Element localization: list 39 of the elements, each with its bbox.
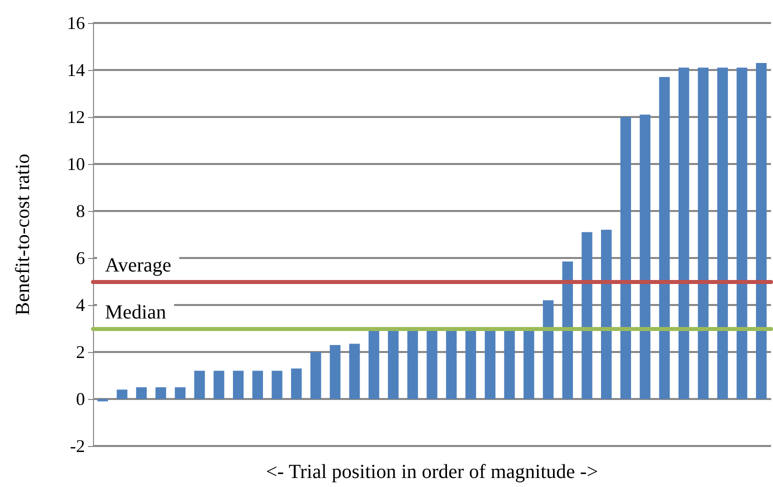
ref-line-label: Median xyxy=(105,302,166,324)
bar xyxy=(174,387,186,399)
bar xyxy=(349,344,360,399)
bar xyxy=(562,262,573,399)
bar xyxy=(272,370,282,399)
y-tick-label: 6 xyxy=(76,248,85,268)
y-tick-label: 14 xyxy=(67,60,85,80)
bar xyxy=(542,300,554,399)
bar xyxy=(620,117,632,399)
bar xyxy=(310,352,322,399)
y-tick-label: 16 xyxy=(67,13,85,33)
y-tick-label: 0 xyxy=(76,389,85,409)
bar xyxy=(116,390,128,399)
bar xyxy=(678,68,690,399)
y-tick-label: 4 xyxy=(76,295,85,315)
bar xyxy=(659,77,670,399)
y-tick-label: 10 xyxy=(67,154,85,174)
bar xyxy=(601,230,612,399)
bar xyxy=(136,387,147,399)
x-axis-title: <- Trial position in order of magnitude -> xyxy=(266,461,598,483)
bar xyxy=(717,68,728,399)
y-tick-label: 2 xyxy=(76,342,85,362)
bar xyxy=(214,370,224,399)
bar xyxy=(252,370,263,399)
bar xyxy=(194,370,205,399)
bar xyxy=(582,232,592,399)
y-tick-label: 12 xyxy=(67,107,85,127)
bar xyxy=(698,68,709,399)
bar xyxy=(155,387,166,399)
y-tick-label: 8 xyxy=(76,201,85,221)
bar xyxy=(291,368,302,399)
bar xyxy=(330,344,340,399)
y-tick-label: -2 xyxy=(70,436,85,456)
bar xyxy=(640,114,650,399)
ref-line-label: Average xyxy=(105,254,172,276)
bar xyxy=(736,68,748,399)
bar xyxy=(232,370,244,399)
y-axis-title: Benefit-to-cost ratio xyxy=(12,154,34,316)
bar xyxy=(756,62,767,399)
